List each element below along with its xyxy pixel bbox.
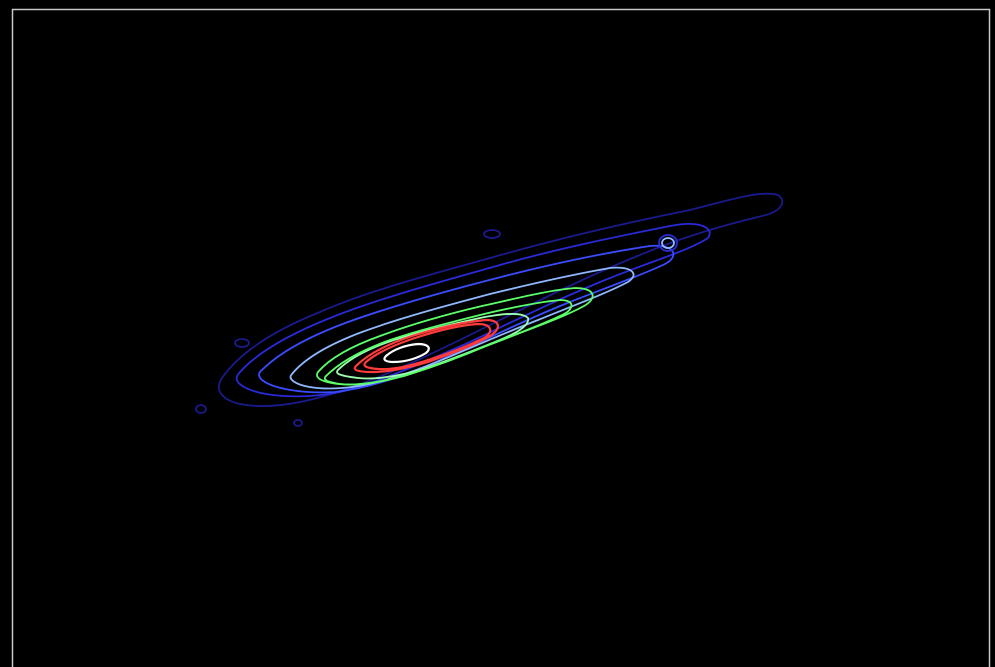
plot-frame: [11, 8, 991, 667]
contour-level-8: [383, 342, 430, 364]
contour-level-4: [289, 266, 635, 390]
contour-level-3: [258, 244, 675, 394]
contour-level-6: [336, 312, 529, 380]
contour-level-5b: [323, 299, 573, 386]
contour-island-2: [293, 419, 303, 427]
contour-group: [195, 192, 784, 427]
contour-island-6: [658, 234, 678, 252]
contour-island-5: [661, 237, 675, 249]
contour-island-4: [483, 229, 501, 239]
contour-level-7b: [353, 318, 499, 374]
contour-level-2: [235, 223, 711, 398]
contour-island-3: [234, 338, 250, 348]
contour-island-1: [195, 404, 207, 414]
